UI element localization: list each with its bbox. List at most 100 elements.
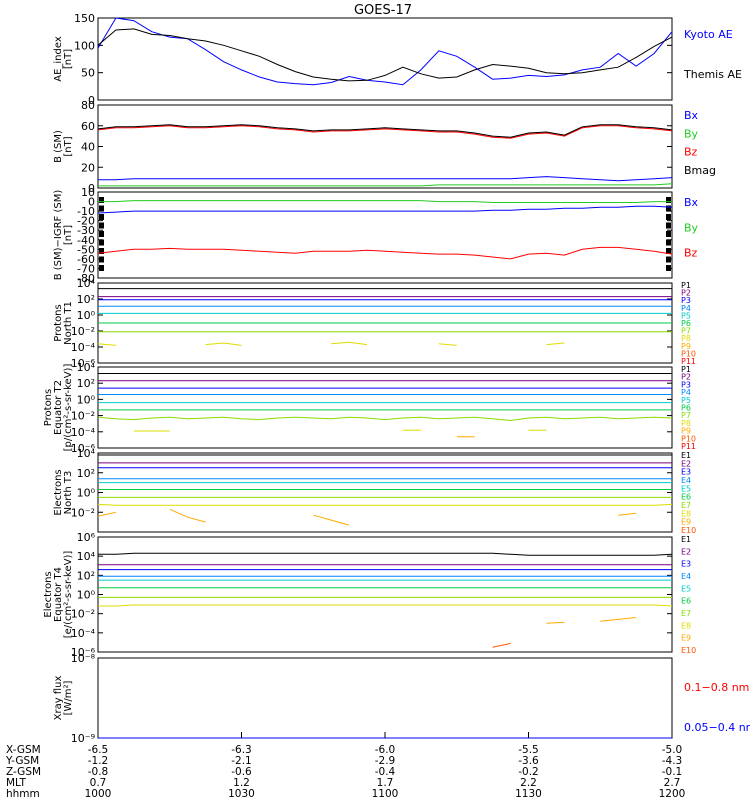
panel-frame <box>97 191 673 279</box>
legend-entry: Bx <box>684 109 699 122</box>
y-axis-label-line: [nT] <box>63 136 74 156</box>
y-tick-label: 10⁰ <box>77 487 96 500</box>
edge-marker <box>99 205 104 212</box>
y-tick-label: 10⁻⁴ <box>71 627 96 640</box>
y-tick-label: 10⁻⁴ <box>71 341 96 354</box>
edge-marker <box>99 256 104 263</box>
legend-entry: Bx <box>684 196 699 209</box>
y-axis-label-line: Protons <box>43 389 54 426</box>
legend-entry: E5 <box>681 484 691 493</box>
y-tick-label: 10⁴ <box>77 277 96 290</box>
legend-entry: E3 <box>681 468 691 477</box>
footer-value: 1130 <box>515 788 542 800</box>
y-tick-label: 10⁻² <box>71 325 95 338</box>
footer-value: -2.9 <box>375 755 396 767</box>
y-tick-label: 10² <box>77 569 95 582</box>
series-line-by <box>98 200 672 203</box>
y-tick-label: -80 <box>77 272 95 285</box>
edge-marker <box>666 239 671 246</box>
series-line-bx <box>97 205 673 214</box>
y-tick-label: 10² <box>77 377 95 390</box>
y-axis-label-line: Electrons <box>43 571 54 617</box>
legend-entry: Bz <box>684 247 698 260</box>
legend-entry: E9 <box>681 634 691 643</box>
series-line-bx <box>98 176 673 182</box>
y-axis-label-line: North T3 <box>63 471 74 515</box>
series-line-bz <box>97 125 673 139</box>
y-tick-label: 0 <box>88 196 95 209</box>
legend-entry: By <box>684 127 699 140</box>
y-axis-label-line: [e/(cm²-s-sr-keV)] <box>63 551 74 639</box>
y-axis-label-line: [W/m²] <box>63 680 74 715</box>
legend-entry: E4 <box>681 476 691 485</box>
y-tick-label: 80 <box>81 99 95 112</box>
legend-entry: P7 <box>681 327 691 336</box>
y-axis-label: Electrons North T3 <box>53 469 74 515</box>
panel-frame <box>97 536 673 653</box>
edge-marker <box>666 214 671 220</box>
series-line-e9 <box>546 617 637 624</box>
footer-value: -3.6 <box>518 755 539 767</box>
legend-entry: P3 <box>681 296 691 305</box>
y-axis-label: Protons North T1 <box>53 301 74 345</box>
y-axis-label-line: AE_index <box>53 36 64 82</box>
y-tick-label: 10⁻² <box>71 410 95 423</box>
legend-entry: E2 <box>681 547 691 556</box>
y-axis-label-line: [p/(cm²-s-sr-keV)] <box>63 364 74 452</box>
y-tick-label: 10⁴ <box>77 447 96 460</box>
y-axis-label-line: [nT] <box>63 225 74 245</box>
y-axis-label-line: North T1 <box>63 301 74 345</box>
legend-entry: E3 <box>681 560 691 569</box>
y-tick-label: 10⁻⁴ <box>71 426 96 439</box>
footer-value: -1.2 <box>88 755 109 767</box>
panel-2: 0 20 40 60 80 B (SM) [nT] Bx By Bz Bmag <box>53 99 716 195</box>
legend-entry: P6 <box>681 404 691 413</box>
y-tick-label: 10⁰ <box>77 309 96 322</box>
legend-entry: P4 <box>681 304 691 313</box>
footer-value: 1100 <box>372 788 399 800</box>
y-tick-label: 20 <box>81 161 95 174</box>
footer-row-label: Y-GSM <box>5 755 39 767</box>
legend-entry: P10 <box>681 434 696 443</box>
footer-value: 2.7 <box>664 777 681 789</box>
y-tick-label: 0 <box>88 94 95 107</box>
footer-value: 1000 <box>85 788 112 800</box>
series-line-p8 <box>98 342 672 345</box>
y-tick-label: -10 <box>77 205 95 218</box>
legend-entry: 0.05−0.4 nm <box>684 721 750 734</box>
footer-row-label: X-GSM <box>6 744 41 756</box>
edge-marker <box>666 197 671 203</box>
y-tick-label: -60 <box>77 253 95 266</box>
edge-marker <box>99 197 104 203</box>
y-axis-label-line: Xray flux <box>53 676 64 721</box>
y-tick-label: -70 <box>77 262 95 275</box>
footer-value: 2.2 <box>520 777 537 789</box>
footer-row-label: Z-GSM <box>6 766 41 778</box>
y-axis-label: B (SM)−IGRF (SM) [nT] <box>53 190 74 281</box>
y-tick-label: 10⁰ <box>77 393 96 406</box>
series-line-kyoto-ae <box>97 17 673 86</box>
legend-entry: P11 <box>681 442 696 451</box>
legend-entry: E7 <box>681 501 691 510</box>
legend-entry: P1 <box>681 281 691 290</box>
footer-value: -0.6 <box>231 766 252 778</box>
legend-entry: E6 <box>681 597 691 606</box>
y-axis-label: Xray flux [W/m²] <box>53 676 74 721</box>
y-tick-label: 10⁻² <box>71 506 95 519</box>
y-axis-label-line: Equator T4 <box>53 567 64 622</box>
panel-frame <box>97 104 673 189</box>
y-axis-label-line: B (SM)−IGRF (SM) <box>53 190 64 281</box>
series-line-by <box>98 183 673 187</box>
panel-8: 10⁻⁸ 10⁻⁹ Xray flux [W/m²] 0.1−0.8 nm 0.05−0.… <box>53 652 750 745</box>
y-tick-label: 150 <box>74 12 95 25</box>
legend-entry: P9 <box>681 342 691 351</box>
legend-entry: E8 <box>681 509 691 518</box>
legend-entry: P10 <box>681 349 696 358</box>
legend-entry: E10 <box>681 526 696 535</box>
panel-frame <box>97 452 673 533</box>
series-line-e8 <box>97 503 673 506</box>
y-tick-label: -50 <box>77 243 95 256</box>
